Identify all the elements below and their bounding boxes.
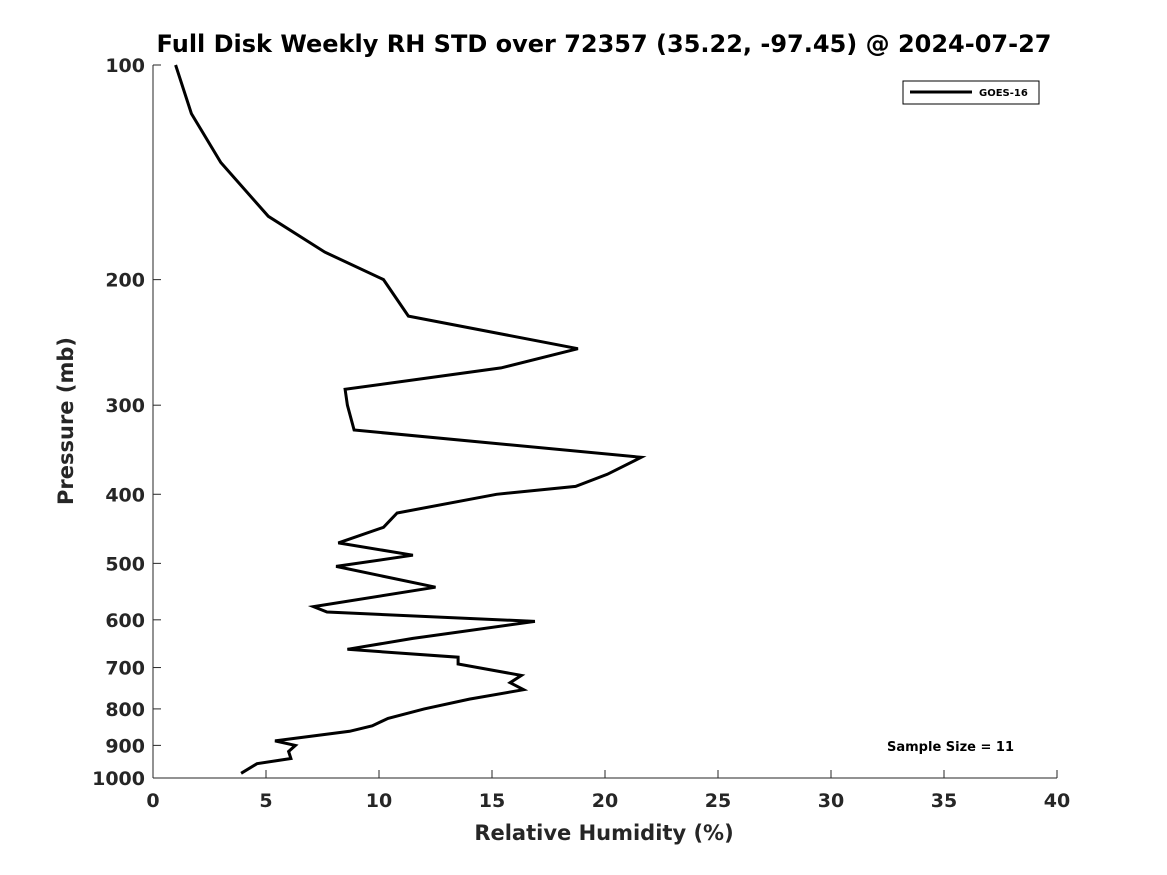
x-tick-label: 20 xyxy=(592,790,618,812)
legend: GOES-16 xyxy=(902,80,1040,105)
series-line-goes-16 xyxy=(174,64,647,775)
y-tick-label: 1000 xyxy=(92,768,145,790)
x-axis-ticks: 0 5 10 15 20 25 30 35 40 xyxy=(146,770,1070,812)
y-tick-label: 900 xyxy=(105,735,145,757)
x-axis-label: Relative Humidity (%) xyxy=(474,821,733,845)
x-tick-label: 30 xyxy=(818,790,844,812)
y-tick-label: 600 xyxy=(105,610,145,632)
x-tick-label: 0 xyxy=(146,790,159,812)
chart-title: Full Disk Weekly RH STD over 72357 (35.2… xyxy=(157,30,1052,58)
x-tick-label: 35 xyxy=(931,790,957,812)
y-tick-label: 800 xyxy=(105,699,145,721)
y-tick-label: 500 xyxy=(105,553,145,575)
y-tick-label: 300 xyxy=(105,395,145,417)
y-axis-ticks: 100 200 300 400 500 600 700 800 900 1000 xyxy=(92,55,161,790)
y-tick-label: 700 xyxy=(105,658,145,680)
x-tick-label: 25 xyxy=(705,790,731,812)
x-tick-label: 10 xyxy=(366,790,392,812)
y-axis-label: Pressure (mb) xyxy=(54,337,78,505)
x-tick-label: 40 xyxy=(1044,790,1070,812)
x-tick-label: 5 xyxy=(259,790,272,812)
y-tick-label: 400 xyxy=(105,484,145,506)
legend-label-goes-16: GOES-16 xyxy=(979,88,1028,99)
x-tick-label: 15 xyxy=(479,790,505,812)
y-tick-label: 200 xyxy=(105,270,145,292)
sample-size-annotation: Sample Size = 11 xyxy=(887,740,1014,755)
y-tick-label: 100 xyxy=(105,55,145,77)
